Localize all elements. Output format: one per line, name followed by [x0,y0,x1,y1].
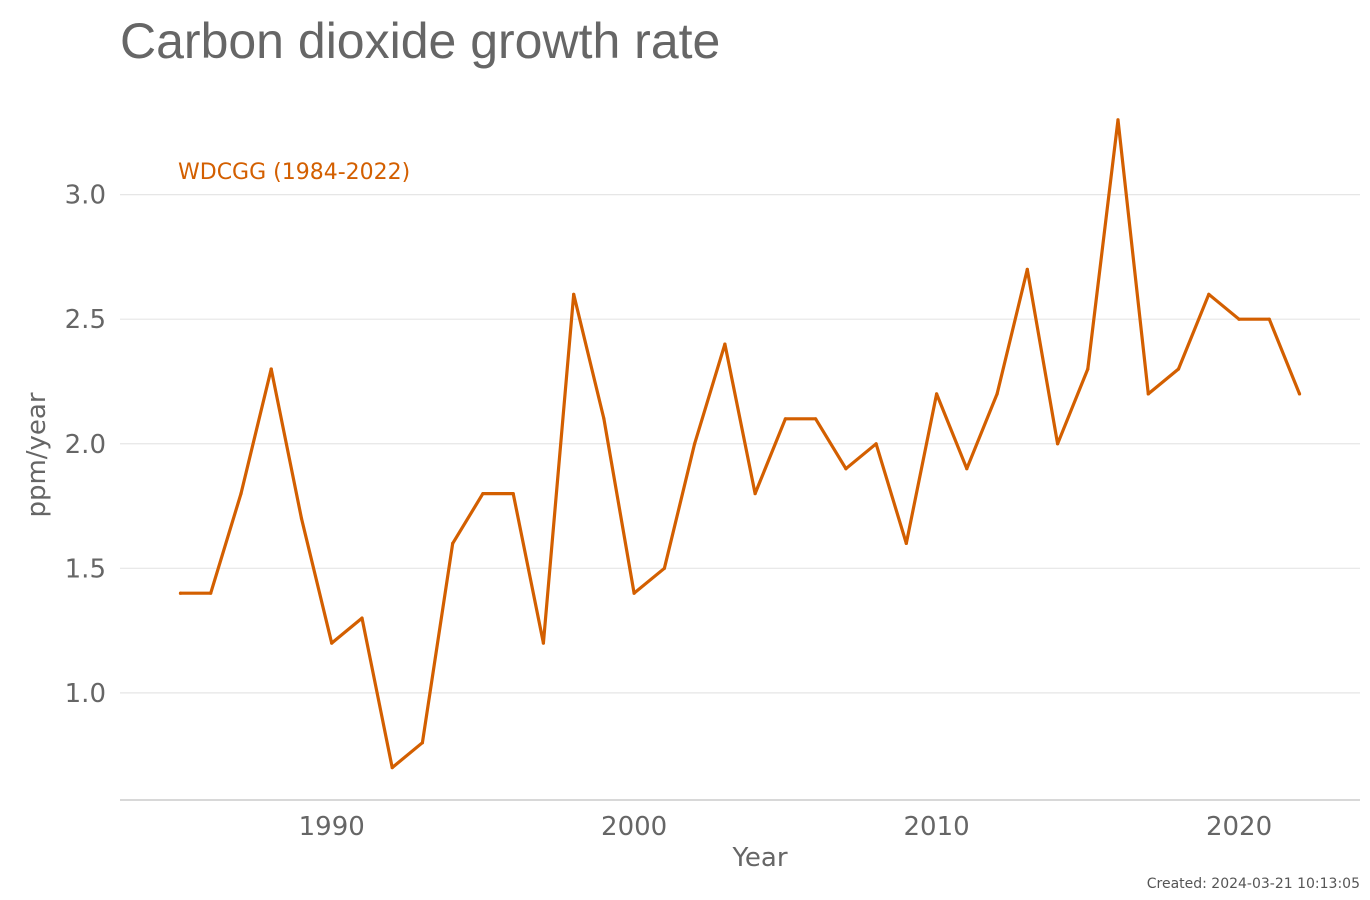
data-point [783,417,788,421]
data-point [814,417,818,421]
data-point [602,417,606,421]
data-point [269,367,273,371]
y-tick-label: 3.0 [65,181,106,211]
x-tick-label: 2010 [903,812,969,842]
data-point [239,492,243,496]
data-point [632,591,636,595]
data-point [753,492,757,496]
data-point [1086,367,1090,371]
data-point [935,392,939,396]
data-point [299,516,304,521]
data-point [420,741,424,745]
data-point [1056,442,1060,446]
data-point [1267,317,1271,321]
data-point [904,541,908,546]
data-point [1207,292,1211,296]
data-point [844,467,848,471]
data-point [390,766,394,770]
x-tick-label: 2020 [1206,812,1272,842]
x-tick-label: 1990 [299,812,365,842]
y-tick-label: 2.5 [65,305,106,335]
x-axis-label: Year [731,843,787,873]
series-line [178,118,1302,770]
series-layer [178,118,1302,770]
y-axis-label: ppm/year [22,392,52,517]
x-tick-label: 2000 [601,812,667,842]
x-tick-labels: 1990 2000 2010 2020 [299,812,1272,842]
data-point [874,442,878,446]
created-timestamp: Created: 2024-03-21 10:13:05 [1146,876,1360,892]
data-point [178,591,183,595]
data-point [1146,392,1150,396]
legend-label: WDCGG (1984-2022) [178,160,410,185]
data-point [1237,317,1241,321]
chart-title: Carbon dioxide growth rate [120,13,721,69]
data-point [541,641,546,645]
data-point [1025,267,1029,271]
data-point [330,641,334,645]
data-point [451,541,455,546]
data-point [209,591,213,595]
y-tick-label: 1.0 [65,679,106,709]
y-tick-label: 2.0 [65,430,106,460]
data-point [693,442,697,446]
data-point [995,392,999,396]
y-tick-label: 1.5 [65,554,106,584]
y-tick-labels: 1.0 1.5 2.0 2.5 3.0 [65,181,106,709]
data-point [1116,118,1120,122]
grid-lines [120,194,1360,694]
data-point [1176,367,1181,371]
data-point [481,492,485,496]
data-point [511,492,515,496]
data-point [572,292,576,296]
data-point [1297,392,1302,396]
data-point [723,342,727,346]
data-point [662,566,667,570]
data-point [965,467,969,471]
data-point [360,616,364,620]
